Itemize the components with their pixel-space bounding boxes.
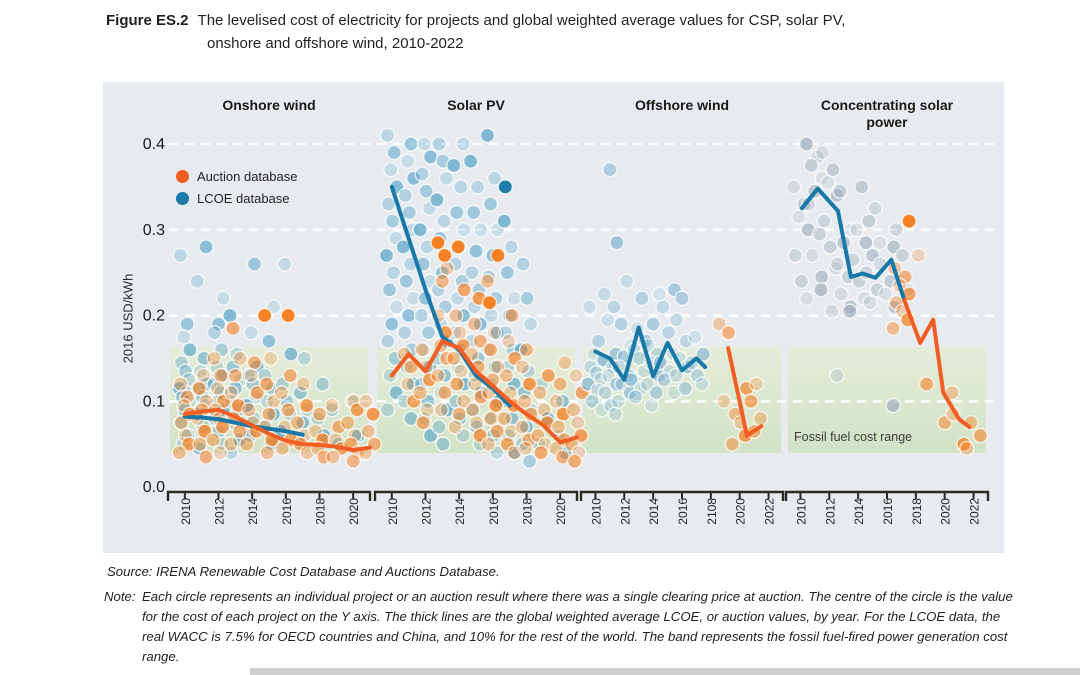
panel-2: 2010 2012 2014 2016 2108 2020 2022 bbox=[579, 162, 785, 525]
svg-text:2014: 2014 bbox=[453, 498, 467, 525]
panel-1: 2010 2012 2014 2016 2018 2020 bbox=[373, 127, 590, 525]
svg-text:2018: 2018 bbox=[521, 498, 535, 525]
figure-label: Figure ES.2 bbox=[106, 12, 189, 29]
legend: Auction database LCOE database bbox=[176, 169, 297, 213]
svg-text:0.0: 0.0 bbox=[143, 479, 165, 496]
svg-text:2016: 2016 bbox=[676, 498, 690, 525]
svg-text:2012: 2012 bbox=[420, 498, 434, 525]
svg-text:0.4: 0.4 bbox=[143, 136, 165, 153]
svg-text:2014: 2014 bbox=[246, 498, 260, 525]
svg-text:2010: 2010 bbox=[386, 498, 400, 525]
panel-title-onshore-wind: Onshore wind bbox=[222, 97, 316, 113]
legend-item-auction: Auction database bbox=[176, 169, 297, 184]
svg-text:2016: 2016 bbox=[280, 498, 294, 525]
legend-item-lcoe: LCOE database bbox=[176, 191, 297, 206]
svg-text:0.2: 0.2 bbox=[143, 308, 165, 325]
legend-label-auction: Auction database bbox=[197, 169, 298, 184]
panel-3: 2010 2012 2014 2016 2018 2020 2022 bbox=[784, 136, 990, 525]
svg-text:0.3: 0.3 bbox=[143, 222, 165, 239]
note-text: Each circle represents an individual pro… bbox=[142, 589, 1013, 664]
svg-text:2010: 2010 bbox=[794, 498, 808, 525]
panel-0: 2010 2012 2014 2016 2018 2020 bbox=[166, 239, 383, 525]
source-line: Source: IRENA Renewable Cost Database an… bbox=[107, 564, 500, 579]
page-bottom-strip bbox=[250, 668, 1080, 675]
y-axis-title: 2016 USD/kWh bbox=[120, 273, 136, 364]
svg-text:2022: 2022 bbox=[763, 498, 777, 525]
svg-text:2018: 2018 bbox=[314, 498, 328, 525]
svg-text:2016: 2016 bbox=[881, 498, 895, 525]
svg-text:2012: 2012 bbox=[618, 498, 632, 525]
svg-text:2010: 2010 bbox=[179, 498, 193, 525]
panel-title-solar-pv: Solar PV bbox=[447, 97, 505, 113]
svg-text:2016: 2016 bbox=[487, 498, 501, 525]
panel-title-offshore-wind: Offshore wind bbox=[634, 97, 730, 113]
svg-text:2020: 2020 bbox=[554, 498, 568, 525]
chart-area: 0.0 0.1 0.2 0.3 0.4 2010 2012 2014 2016 2018 2020 2… bbox=[103, 82, 1004, 553]
panel-title-csp: Concentrating solar power bbox=[820, 97, 954, 130]
svg-text:0.1: 0.1 bbox=[143, 393, 165, 410]
svg-text:2010: 2010 bbox=[589, 498, 603, 525]
svg-text:2018: 2018 bbox=[910, 498, 924, 525]
note-block: Note: Each circle represents an individu… bbox=[104, 587, 1018, 667]
figure-title-line1: Figure ES.2 The levelised cost of electri… bbox=[106, 9, 845, 32]
fossil-fuel-band-label: Fossil fuel cost range bbox=[794, 430, 913, 444]
lcoe-database-dot-icon bbox=[176, 192, 189, 205]
y-axis-tick-labels: 0.0 0.1 0.2 0.3 0.4 bbox=[143, 136, 165, 496]
figure-title-text: The levelised cost of electricity for pr… bbox=[197, 12, 846, 29]
svg-text:2012: 2012 bbox=[823, 498, 837, 525]
svg-text:2108: 2108 bbox=[705, 498, 719, 525]
svg-text:2012: 2012 bbox=[213, 498, 227, 525]
note-label: Note: bbox=[104, 589, 136, 604]
legend-label-lcoe: LCOE database bbox=[197, 191, 290, 206]
figure-title-line2: onshore and offshore wind, 2010-2022 bbox=[207, 35, 464, 52]
svg-text:2020: 2020 bbox=[347, 498, 361, 525]
svg-text:2014: 2014 bbox=[852, 498, 866, 525]
svg-text:2022: 2022 bbox=[968, 498, 982, 525]
auction-database-dot-icon bbox=[176, 170, 189, 183]
svg-text:2014: 2014 bbox=[647, 498, 661, 525]
svg-text:2020: 2020 bbox=[734, 498, 748, 525]
svg-text:2020: 2020 bbox=[939, 498, 953, 525]
figure-title: Figure ES.2 The levelised cost of electri… bbox=[106, 9, 845, 55]
